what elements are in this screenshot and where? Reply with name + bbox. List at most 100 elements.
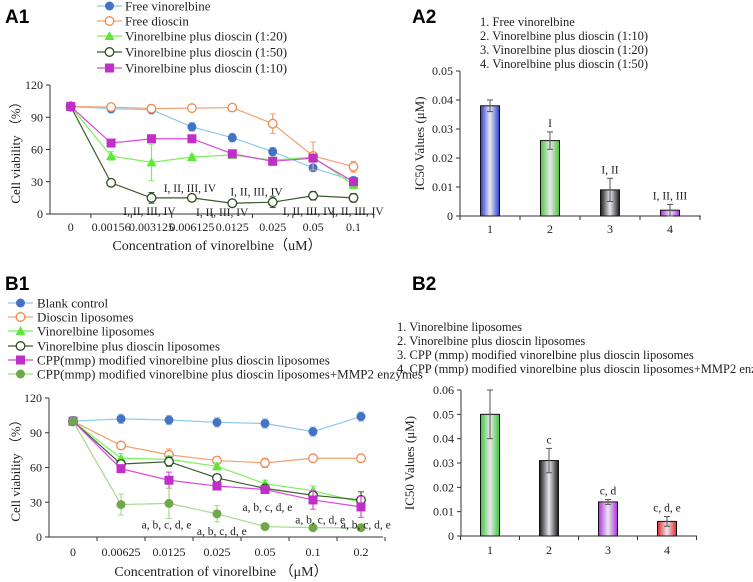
y-tick-label: 30	[30, 495, 42, 509]
data-point	[348, 192, 359, 203]
series-line	[70, 105, 354, 168]
data-point	[164, 498, 174, 508]
data-point	[260, 418, 270, 428]
significance-label: c	[546, 434, 551, 446]
legend-label: Vinorelbine plus dioscin (1:50)	[125, 45, 287, 60]
data-point	[356, 453, 366, 464]
data-point	[227, 102, 238, 113]
data-point	[164, 456, 174, 467]
data-point	[260, 522, 270, 532]
legend-item: Blank control	[8, 296, 109, 311]
y-tick-label: 0.03	[432, 122, 453, 136]
significance-annotation: I, II, III, IV	[331, 206, 384, 218]
legend-marker	[105, 1, 114, 11]
x-tick-label: 0.05	[255, 545, 276, 559]
legend-label: CPP(mmp) modified vinorelbine plus diosc…	[37, 367, 423, 382]
panel-label-a2: A2	[412, 7, 436, 28]
data-point	[227, 149, 237, 159]
data-point	[308, 153, 318, 163]
legend-marker	[16, 369, 25, 379]
x-tick-label: 0.00625	[102, 545, 141, 559]
data-point	[267, 118, 278, 129]
legend-item: Free vinorelbine	[97, 0, 211, 14]
x-tick-label: 1	[487, 222, 493, 236]
significance-annotation: I, II, III, IV	[123, 206, 176, 218]
x-tick-label: 0	[70, 545, 76, 559]
significance-annotation: I, II, III, IV	[230, 186, 283, 198]
data-point	[106, 138, 116, 148]
data-point	[356, 523, 366, 533]
y-tick-label: 0.02	[432, 151, 453, 165]
data-point	[308, 523, 318, 533]
x-tick-label: 0.1	[306, 545, 321, 559]
legend-entry: 4. CPP (mmp) modified vinorelbine plus d…	[397, 362, 753, 376]
x-tick-label: 0.00156	[92, 220, 131, 234]
series-5	[66, 102, 358, 187]
y-tick-label: 60	[30, 461, 42, 475]
y-tick-label: 0.05	[432, 64, 453, 78]
x-tick-label: 3	[607, 222, 613, 236]
data-point	[106, 150, 117, 160]
legend-entry: 3. CPP (mmp) modified vinorelbine plus d…	[397, 348, 694, 362]
legend-entry: 3. Vinorelbine plus dioscin (1:20)	[480, 43, 648, 57]
data-point	[308, 495, 318, 505]
legend-label: Dioscin liposomes	[37, 310, 133, 325]
data-point	[147, 134, 156, 144]
data-point	[268, 147, 278, 157]
data-point	[268, 156, 278, 166]
significance-annotation: a, b, c, d, e	[142, 519, 192, 531]
legend-marker	[105, 63, 114, 73]
legend-label: Free vinorelbine	[125, 0, 211, 14]
y-tick-label: 120	[25, 78, 43, 92]
y-tick-label: 0	[36, 530, 42, 544]
panel-label-b2: B2	[412, 274, 436, 295]
data-point	[164, 475, 174, 485]
x-tick-label: 2	[546, 543, 552, 557]
legend-item: Vinorelbine plus dioscin (1:20)	[97, 29, 287, 44]
data-point	[66, 102, 76, 111]
series-6	[68, 416, 366, 533]
y-tick-label: 0	[37, 207, 43, 221]
legend-marker	[16, 355, 25, 365]
data-point	[308, 427, 318, 437]
legend-marker	[16, 298, 25, 308]
y-tick-label: 0.01	[433, 505, 454, 519]
significance-annotation: a, b, c, d, e	[197, 526, 247, 538]
panel-label-a1: A1	[5, 7, 30, 28]
x-tick-label: 0.006125	[169, 220, 214, 234]
y-axis-title: Cell viability （%）	[8, 413, 23, 521]
data-point	[106, 102, 117, 112]
legend-item: Vinorelbine liposomes	[8, 324, 154, 339]
legend-marker	[104, 47, 115, 57]
x-tick-label: 0.025	[204, 545, 231, 559]
x-tick-label: 1	[487, 543, 493, 557]
data-point	[212, 461, 222, 471]
series-line	[70, 106, 354, 204]
x-tick-label: 0.0125	[216, 220, 249, 234]
y-tick-label: 60	[31, 143, 43, 157]
legend-label: Vinorelbine liposomes	[37, 324, 154, 339]
data-point	[116, 414, 126, 424]
legend-label: CPP(mmp) modified vinorelbine plus diosc…	[37, 353, 330, 368]
y-tick-label: 0.03	[433, 456, 454, 470]
y-tick-label: 0	[447, 209, 453, 223]
x-tick-label: 0.1	[346, 220, 361, 234]
data-point	[186, 192, 197, 203]
legend-item: Vinorelbine plus dioscin (1:50)	[97, 45, 287, 60]
legend-item: Dioscin liposomes	[8, 310, 133, 325]
series-1	[68, 411, 366, 437]
x-tick-label: 2	[547, 222, 553, 236]
legend-marker	[15, 312, 26, 322]
data-point	[116, 464, 126, 474]
significance-label: I, II	[601, 164, 618, 176]
data-point	[212, 417, 222, 427]
significance-label: I, II, III	[653, 190, 688, 202]
legend-marker	[15, 341, 26, 351]
data-point	[116, 440, 126, 451]
y-tick-label: 0.04	[433, 432, 454, 446]
data-point	[68, 416, 78, 426]
